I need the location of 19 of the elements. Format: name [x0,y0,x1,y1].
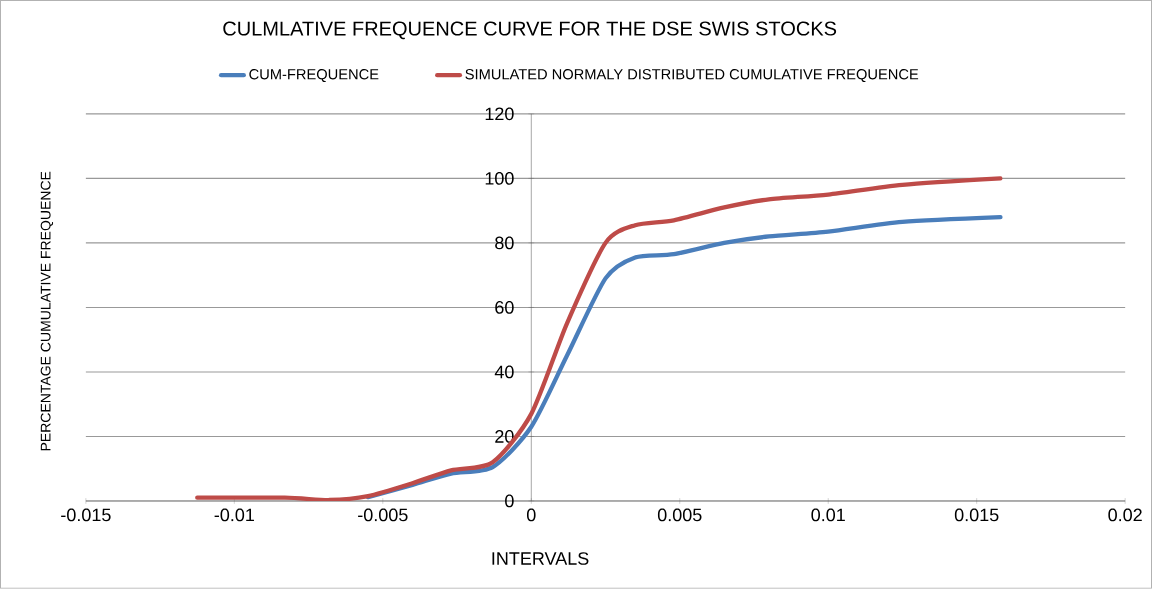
legend-label: SIMULATED NORMALY DISTRIBUTED CUMULATIVE FREQUENCE [465,69,919,83]
legend-label: CUM-FREQUENCE [249,69,379,83]
x-tick-label: -0.005 [358,508,408,522]
chart-title: CULMLATIVE FREQUENCE CURVE FOR THE DSE SWIS STOCKS [223,21,837,40]
x-tick-label: -0.01 [214,508,254,522]
x-axis-title: INTERVALS [492,552,589,565]
x-tick-label: 0.02 [1108,508,1142,522]
x-tick-label: 0.01 [811,508,845,522]
y-tick-label: 0 [505,494,514,508]
y-tick-label: 100 [485,172,514,185]
y-tick-label: 60 [495,301,514,314]
y-tick-label: 80 [495,236,514,250]
x-tick-label: 0.005 [657,508,702,522]
y-tick-label: 120 [485,107,514,121]
y-tick-label: 40 [494,365,514,379]
x-tick-label: 0.015 [954,508,999,522]
x-tick-label: 0 [526,508,536,522]
y-axis-title: PERCENTAGE CUMULATIVE FREQUENCE [40,171,54,451]
x-tick-label: -0.015 [61,508,111,522]
